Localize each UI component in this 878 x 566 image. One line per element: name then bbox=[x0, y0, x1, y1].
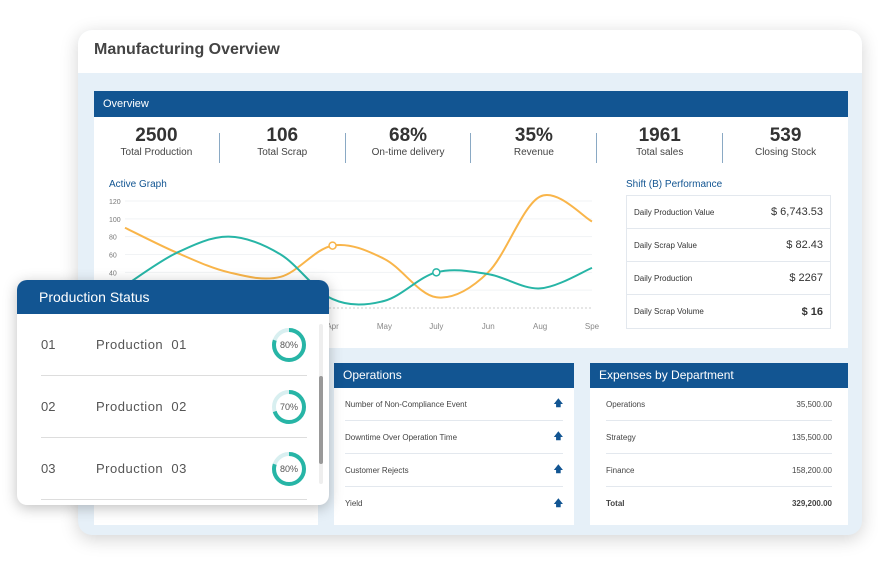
expense-label: Strategy bbox=[606, 432, 636, 442]
production-number: 02 bbox=[41, 399, 56, 414]
active-graph-title: Active Graph bbox=[109, 179, 167, 190]
scrollbar-thumb[interactable] bbox=[319, 376, 323, 464]
stat-value: 68% bbox=[389, 125, 428, 146]
scrollbar[interactable] bbox=[319, 324, 323, 484]
shift-performance-table: Daily Production Value $ 6,743.53 Daily S… bbox=[626, 195, 831, 329]
expense-row: Strategy 135,500.00 bbox=[606, 421, 832, 454]
stat-label: Total Scrap bbox=[257, 147, 308, 158]
operations-row[interactable]: Downtime Over Operation Time 🡅 bbox=[345, 421, 563, 454]
stat-total-sales: 1961 Total sales bbox=[597, 125, 724, 163]
stat-closing-stock: 539 Closing Stock bbox=[723, 125, 848, 163]
production-row[interactable]: 03 Production 03 80% bbox=[41, 438, 307, 500]
progress-ring: 80% bbox=[271, 327, 307, 363]
dashboard-window: Manufacturing Overview Overview 2500 Tota… bbox=[78, 30, 862, 535]
stat-total-scrap: 106 Total Scrap bbox=[220, 125, 346, 163]
progress-ring: 80% bbox=[271, 451, 307, 487]
operations-panel: Operations Number of Non-Compliance Even… bbox=[334, 363, 574, 525]
progress-percent: 70% bbox=[279, 401, 298, 412]
stat-label: On-time delivery bbox=[371, 147, 445, 158]
perf-label: Daily Scrap Volume bbox=[634, 307, 704, 316]
stat-label: Revenue bbox=[513, 147, 554, 158]
arrow-up-icon: 🡅 bbox=[553, 464, 563, 474]
arrow-up-icon: 🡅 bbox=[553, 497, 563, 508]
arrow-up-icon: 🡅 bbox=[553, 398, 563, 408]
perf-row: Daily Scrap Volume $ 16 bbox=[627, 295, 830, 328]
perf-label: Daily Production Value bbox=[634, 207, 715, 217]
expense-label: Total bbox=[606, 499, 625, 508]
stat-label: Total sales bbox=[636, 147, 684, 158]
production-name: Production 02 bbox=[96, 399, 187, 414]
expense-value: 35,500.00 bbox=[796, 399, 832, 409]
production-number: 03 bbox=[41, 461, 56, 476]
stat-value: 2500 bbox=[135, 125, 178, 146]
perf-value: $ 6,743.53 bbox=[771, 206, 823, 218]
production-status-popup: Production Status 01 Production 01 80% 0… bbox=[17, 280, 329, 505]
production-row[interactable]: 01 Production 01 80% bbox=[41, 314, 307, 376]
stat-on-time-delivery: 68% On-time delivery bbox=[346, 125, 472, 163]
operations-header: Operations bbox=[334, 363, 574, 388]
perf-value: $ 2267 bbox=[789, 272, 823, 284]
perf-value: $ 82.43 bbox=[786, 239, 823, 251]
expense-label: Finance bbox=[606, 465, 635, 475]
operations-label: Yield bbox=[345, 499, 363, 508]
progress-ring-fill bbox=[272, 389, 306, 424]
stat-value: 35% bbox=[514, 125, 553, 146]
perf-value: $ 16 bbox=[801, 305, 823, 318]
arrow-up-icon: 🡅 bbox=[553, 431, 563, 441]
operations-label: Number of Non-Compliance Event bbox=[345, 399, 467, 409]
expense-row: Finance 158,200.00 bbox=[606, 454, 832, 487]
stat-label: Total Production bbox=[120, 147, 193, 158]
shift-performance-title: Shift (B) Performance bbox=[626, 179, 723, 190]
expense-value: 135,500.00 bbox=[791, 432, 832, 442]
operations-row[interactable]: Customer Rejects 🡅 bbox=[345, 454, 563, 487]
perf-row: Daily Scrap Value $ 82.43 bbox=[627, 229, 830, 262]
stat-total-production: 2500 Total Production bbox=[94, 125, 220, 163]
progress-ring-fill bbox=[272, 451, 306, 486]
operations-row[interactable]: Yield 🡅 bbox=[345, 487, 563, 520]
expense-total-row: Total 329,200.00 bbox=[606, 487, 832, 520]
perf-row: Daily Production Value $ 6,743.53 bbox=[627, 196, 830, 229]
production-name: Production 01 bbox=[96, 337, 187, 352]
expense-value: 158,200.00 bbox=[791, 465, 832, 475]
perf-label: Daily Production bbox=[634, 273, 693, 283]
operations-label: Downtime Over Operation Time bbox=[345, 432, 458, 442]
perf-label: Daily Scrap Value bbox=[634, 240, 697, 250]
production-row[interactable]: 02 Production 02 70% bbox=[41, 376, 307, 438]
page-title: Manufacturing Overview bbox=[78, 30, 862, 73]
stat-value: 106 bbox=[266, 125, 299, 146]
progress-percent: 80% bbox=[279, 463, 298, 474]
expense-row: Operations 35,500.00 bbox=[606, 388, 832, 421]
expenses-header: Expenses by Department bbox=[590, 363, 848, 388]
stat-value: 1961 bbox=[638, 125, 681, 146]
expense-value: 329,200.00 bbox=[791, 499, 832, 508]
stat-label: Closing Stock bbox=[754, 147, 817, 158]
stat-revenue: 35% Revenue bbox=[471, 125, 598, 163]
progress-ring: 70% bbox=[271, 389, 307, 425]
stats-row: 2500 Total Production 106 Total Scrap 68% O… bbox=[94, 117, 848, 167]
operations-row[interactable]: Number of Non-Compliance Event 🡅 bbox=[345, 388, 563, 421]
overview-header: Overview bbox=[94, 91, 848, 117]
production-number: 01 bbox=[41, 337, 56, 352]
expenses-panel: Expenses by Department Operations 35,500.… bbox=[590, 363, 848, 525]
progress-percent: 80% bbox=[279, 339, 298, 350]
production-status-header: Production Status bbox=[17, 280, 329, 314]
operations-label: Customer Rejects bbox=[345, 465, 409, 475]
stat-value: 539 bbox=[769, 125, 802, 146]
perf-row: Daily Production $ 2267 bbox=[627, 262, 830, 295]
expense-label: Operations bbox=[606, 399, 646, 409]
progress-ring-fill bbox=[272, 327, 306, 362]
production-name: Production 03 bbox=[96, 461, 187, 476]
